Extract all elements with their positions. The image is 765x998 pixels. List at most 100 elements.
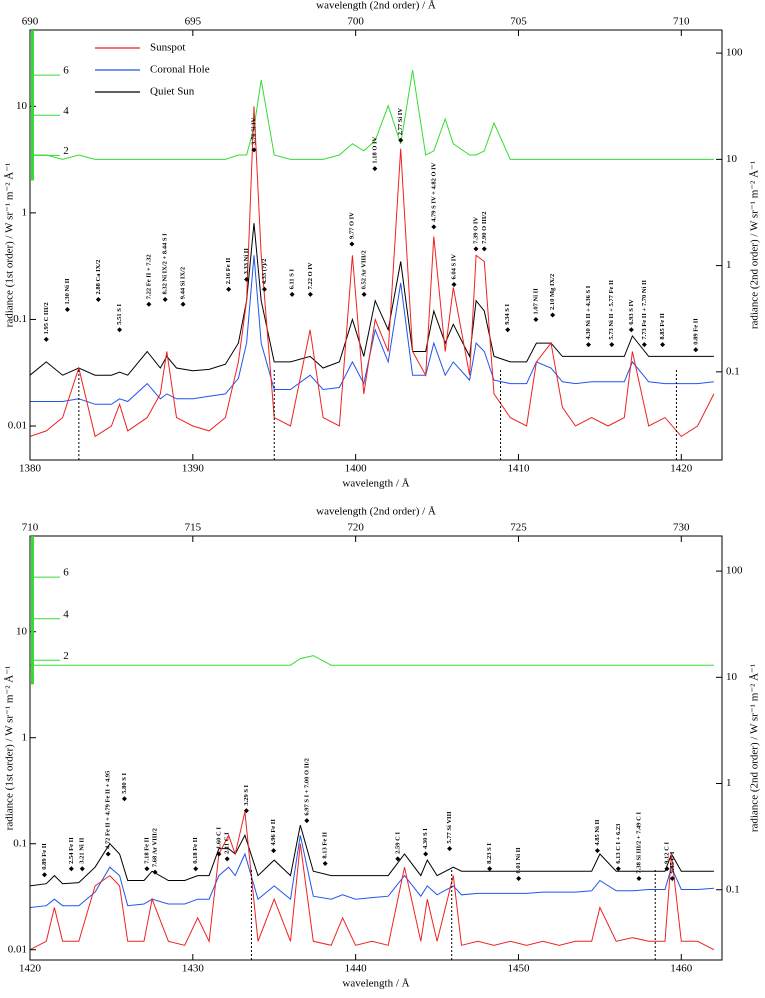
x2-tick-label: 725 — [510, 522, 527, 534]
x-tick-label: 1400 — [345, 463, 368, 475]
x2-axis-title: wavelength (2nd order) / Å — [316, 0, 436, 12]
line-marker — [431, 224, 437, 230]
line-marker — [447, 846, 453, 852]
line-marker — [152, 869, 158, 875]
x-tick-label: 1460 — [670, 963, 693, 975]
x-tick-label: 1440 — [345, 963, 368, 975]
line-label: 5.51 S I — [116, 304, 123, 325]
line-label: 5.80 S I — [121, 772, 128, 793]
line-marker — [395, 856, 401, 862]
y2-tick-label: 10 — [726, 671, 738, 683]
line-marker — [664, 866, 670, 872]
line-label: 2.11 C I — [224, 832, 231, 854]
x2-axis-title: wavelength (2nd order) / Å — [316, 506, 436, 518]
line-label: 6.13 C I + 6.23 — [615, 823, 622, 864]
line-marker — [423, 851, 429, 857]
line-marker — [105, 851, 111, 857]
y-tick-label: 10 — [16, 100, 28, 112]
line-label: 7.18 Fe II — [143, 837, 150, 864]
line-label: 8.85 Fe II — [659, 313, 666, 340]
line-marker — [68, 866, 74, 872]
line-marker — [43, 336, 49, 342]
line-label: 4.85 Ni II — [594, 819, 601, 846]
plot-frame — [29, 535, 723, 961]
line-label: 8.23 S I — [486, 843, 493, 864]
legend-label: Sunspot — [150, 42, 185, 54]
legend-label: Quiet Sun — [150, 86, 195, 98]
line-marker — [304, 818, 310, 824]
spectrum-line — [30, 255, 714, 405]
y2-axis-title: radiance (2nd order) / W sr⁻¹ m⁻² Å⁻¹ — [749, 161, 761, 329]
line-marker — [216, 851, 222, 857]
line-marker — [79, 866, 85, 872]
spectrum-line — [30, 655, 714, 666]
x-tick-label: 1420 — [19, 963, 42, 975]
legend-label: Coronal Hole — [150, 64, 210, 76]
line-label: 3.76 Si IV — [251, 117, 258, 145]
line-marker — [660, 342, 666, 348]
inset-tick-label: 6 — [63, 65, 69, 77]
line-label: 4.72 Fe II + 4.79 Fe II + 4.95 — [105, 770, 112, 849]
plot-lines — [30, 70, 715, 438]
line-marker — [669, 875, 675, 881]
line-label: 7.22 Fe II + 7.32 — [145, 254, 152, 299]
spectrum-line — [30, 811, 715, 951]
line-label: 8.32 Ni IX/2 + 8.44 S I — [162, 233, 169, 295]
line-marker — [307, 291, 313, 297]
line-marker — [481, 246, 487, 252]
x-tick-label: 1380 — [19, 463, 42, 475]
line-marker — [41, 872, 47, 878]
y-tick-label: 0.1 — [13, 837, 27, 849]
y2-tick-label: 100 — [726, 47, 743, 59]
y2-axis-title: radiance (2nd order) / W sr⁻¹ m⁻² Å⁻¹ — [749, 664, 761, 832]
y-tick-label: 1 — [22, 206, 28, 218]
line-label: 7.73 Fe II + 7.70 Ni II — [641, 280, 648, 340]
line-label: 6.93 S IV — [628, 299, 635, 325]
line-marker — [243, 808, 249, 814]
line-marker — [516, 875, 522, 881]
x2-tick-label: 730 — [673, 522, 690, 534]
line-marker — [609, 342, 615, 348]
line-marker — [533, 316, 539, 322]
line-marker — [473, 246, 479, 252]
y-axis-title: radiance (1st order) / W sr⁻¹ m⁻² Å⁻¹ — [4, 163, 16, 328]
line-marker — [322, 861, 328, 867]
line-marker — [349, 241, 355, 247]
y2-tick-label: 10 — [726, 153, 738, 165]
line-marker — [226, 286, 232, 292]
x-axis-title: wavelength / Å — [342, 978, 409, 990]
line-marker — [251, 147, 257, 153]
line-label: 6.11 S I — [289, 268, 296, 289]
spectrum-line — [30, 835, 714, 908]
line-label: 7.90 O III/2 — [481, 211, 488, 243]
x2-tick-label: 690 — [22, 16, 39, 28]
line-label: 2.10 Mg IX/2 — [549, 274, 556, 310]
line-marker — [636, 875, 642, 881]
line-marker — [615, 866, 621, 872]
line-label: 5.77 Si VIII — [446, 811, 453, 844]
line-label: 2.16 Fe II — [225, 257, 232, 284]
line-label: 0.52 Ar VIII/2 — [361, 250, 368, 289]
line-label: 2.77 Si IV — [397, 108, 404, 136]
x2-tick-label: 710 — [673, 16, 690, 28]
plot-lines — [30, 655, 715, 951]
x-tick-label: 1450 — [507, 963, 530, 975]
line-label: 1.95 C III/2 — [43, 302, 50, 334]
x-tick-label: 1410 — [507, 463, 530, 475]
line-marker — [398, 137, 404, 143]
line-marker — [121, 796, 127, 802]
line-label: 7.22 O IV — [307, 262, 314, 289]
line-marker — [261, 286, 267, 292]
y2-tick-label: 0.1 — [726, 365, 740, 377]
line-marker — [193, 866, 199, 872]
y2-tick-label: 0.1 — [726, 883, 740, 895]
line-label: 4.30 S I — [422, 828, 429, 849]
line-marker — [693, 347, 699, 353]
line-label: 3.29 S I — [243, 784, 250, 805]
x-tick-label: 1420 — [670, 463, 693, 475]
line-label: 3.33 Ni II — [243, 248, 250, 275]
spectrum-line — [30, 106, 715, 438]
plot-frame — [29, 29, 723, 461]
line-marker — [64, 306, 70, 312]
